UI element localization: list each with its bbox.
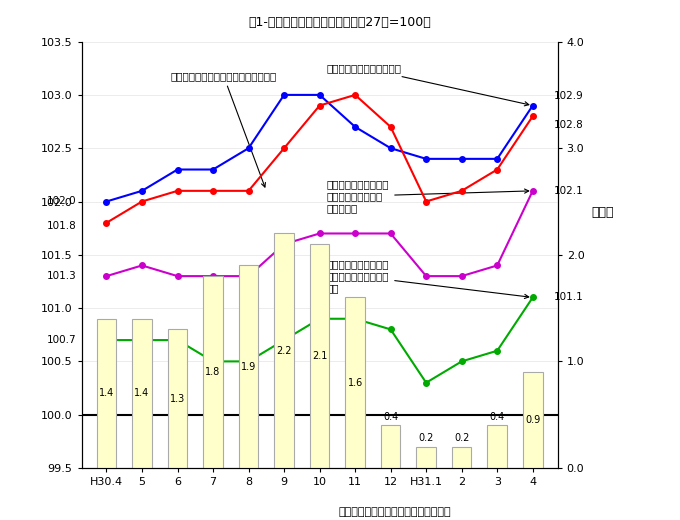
Bar [168, 330, 187, 468]
Text: 図1-消費者物価指数の推移（平成27年=100）: 図1-消費者物価指数の推移（平成27年=100） [249, 16, 431, 29]
Text: 1.8: 1.8 [205, 367, 220, 377]
Bar [488, 425, 507, 468]
Bar [97, 319, 116, 468]
Bar [523, 372, 543, 468]
Bar [452, 447, 471, 468]
Bar [203, 276, 223, 468]
Bar [345, 297, 365, 468]
Bar [310, 244, 329, 468]
Text: 102.1: 102.1 [554, 186, 584, 196]
Text: 101.3: 101.3 [46, 271, 76, 281]
Text: 0.2: 0.2 [418, 433, 434, 443]
Text: 1.3: 1.3 [170, 394, 185, 404]
Text: 102.8: 102.8 [554, 121, 584, 131]
Bar [416, 447, 436, 468]
Text: 【紫】生鮮食品及びエ
ネルギーを除く総合
（左目盛）: 【紫】生鮮食品及びエ ネルギーを除く総合 （左目盛） [326, 179, 529, 213]
Text: 1.9: 1.9 [241, 362, 256, 372]
Text: 102.9: 102.9 [554, 92, 584, 101]
Bar [274, 233, 294, 468]
Text: 【緑】食料及びエネル
ギーを除く総合（左目
盛）: 【緑】食料及びエネル ギーを除く総合（左目 盛） [326, 259, 529, 298]
Text: 【赤】生鮮食品を除く総合（左目盛）: 【赤】生鮮食品を除く総合（左目盛） [171, 71, 277, 187]
Bar [239, 265, 258, 468]
Text: 101.1: 101.1 [554, 292, 584, 303]
Text: 0.2: 0.2 [454, 433, 469, 443]
Text: 2.1: 2.1 [312, 351, 327, 361]
Text: 総合指数対前年同月上昇率（右目盛）: 総合指数対前年同月上昇率（右目盛） [338, 507, 451, 517]
Text: 1.4: 1.4 [135, 388, 150, 398]
Text: 101.8: 101.8 [46, 221, 76, 231]
Text: （％）: （％） [591, 205, 613, 218]
Text: 100.7: 100.7 [47, 335, 76, 345]
Bar [132, 319, 152, 468]
Text: 0.4: 0.4 [383, 412, 398, 422]
Text: 【青】総合指数（左目盛）: 【青】総合指数（左目盛） [326, 63, 529, 106]
Bar [381, 425, 401, 468]
Text: 0.4: 0.4 [490, 412, 505, 422]
Text: 1.6: 1.6 [347, 378, 362, 388]
Text: 102.0: 102.0 [47, 197, 76, 206]
Text: 2.2: 2.2 [276, 346, 292, 356]
Text: 0.9: 0.9 [525, 415, 541, 425]
Text: 1.4: 1.4 [99, 388, 114, 398]
